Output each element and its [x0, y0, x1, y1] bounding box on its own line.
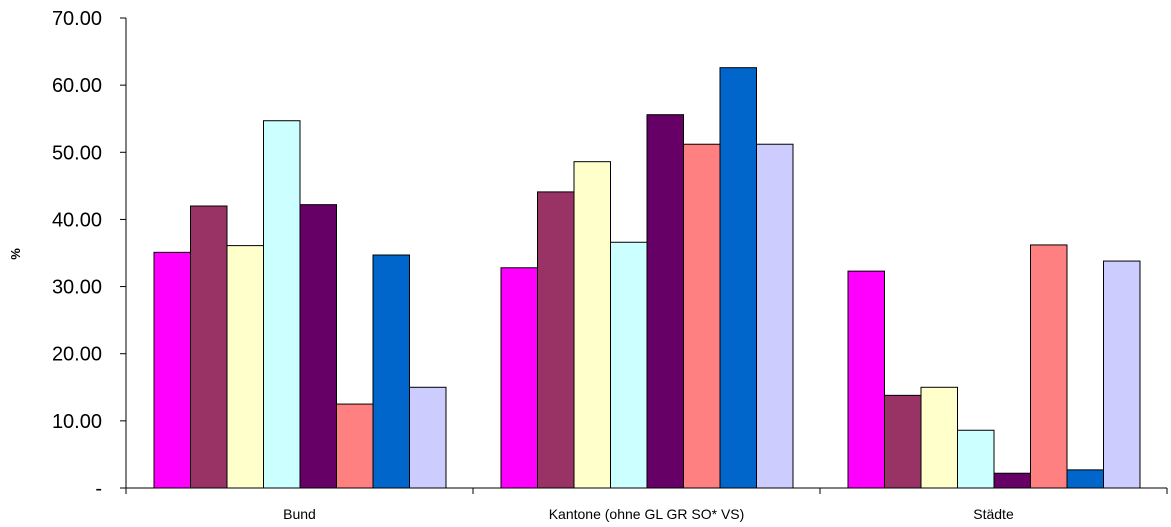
y-ticks-group: - 10.00 20.00 30.00 40.00 50.00 60.00 70.00 [52, 8, 126, 500]
y-axis-label: % [8, 248, 23, 260]
bar [683, 143, 721, 489]
bar [957, 429, 995, 489]
bar [537, 191, 575, 489]
y-tick-label: - [95, 478, 102, 500]
bar [847, 270, 885, 489]
bar [719, 67, 757, 489]
bar [610, 241, 648, 489]
bar [409, 386, 447, 489]
bar [573, 161, 611, 489]
bar [190, 205, 228, 489]
y-tick-label: 50.00 [52, 142, 102, 164]
bar [299, 204, 337, 489]
bar [993, 472, 1031, 489]
y-tick-label: 10.00 [52, 411, 102, 433]
bar [1103, 260, 1141, 489]
bar [226, 245, 264, 489]
x-category-label: Kantone (ohne GL GR SO* VS) [549, 506, 745, 522]
x-category-label: Bund [283, 506, 316, 522]
bar [1066, 469, 1104, 489]
bar [756, 143, 794, 489]
y-tick-label: 70.00 [52, 8, 102, 30]
y-tick-label: 30.00 [52, 277, 102, 299]
bar [884, 394, 922, 489]
bar [153, 251, 191, 489]
bar [646, 114, 684, 489]
x-category-label: Städte [973, 506, 1014, 522]
bar [263, 120, 301, 489]
y-tick-label: 40.00 [52, 209, 102, 231]
bars-group [153, 67, 1141, 489]
y-tick-label: 60.00 [52, 75, 102, 97]
bar [336, 403, 374, 489]
bar [372, 254, 410, 489]
x-ticks-group: Bund Kantone (ohne GL GR SO* VS) Städte [125, 488, 1168, 522]
axes-group [125, 18, 1167, 489]
y-tick-label: 20.00 [52, 344, 102, 366]
bar [1030, 244, 1068, 489]
bar [920, 386, 958, 489]
bar [500, 267, 538, 489]
